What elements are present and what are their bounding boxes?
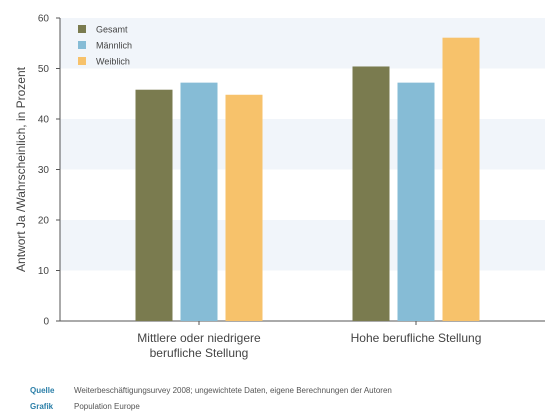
source-row: Quelle Weiterbeschäftigungsurvey 2008; u…	[30, 383, 545, 399]
bar-gesamt-1	[135, 89, 173, 322]
y-tick-label: 0	[43, 317, 49, 328]
source-label: Quelle	[30, 386, 55, 395]
graphic-text: Population Europe	[74, 402, 140, 411]
graphic-label: Grafik	[30, 402, 54, 411]
legend-label-gesamt: Gesamt	[96, 25, 128, 35]
legend-swatch-gesamt	[78, 25, 86, 33]
legend-swatch-mnnlich	[78, 41, 86, 49]
y-tick-label: 40	[38, 115, 50, 126]
bar-chart: 0 10 20 30 40 50 60 Antwort Ja /Wahrscheinlich,…	[14, 14, 545, 360]
x-category-label: Hohe berufliche Stellung	[351, 331, 482, 345]
y-tick-label: 20	[38, 216, 50, 227]
chart-footer: Quelle Weiterbeschäftigungsurvey 2008; u…	[30, 383, 545, 415]
y-tick-label: 10	[38, 266, 50, 277]
x-category-label: Mittlere oder niedrigere berufliche Stell…	[137, 331, 261, 360]
y-tick-label: 30	[38, 165, 50, 176]
bar-weiblich-2	[442, 37, 480, 321]
bar-mnnlich-1	[180, 82, 218, 321]
legend-label-mnnlich: Männlich	[96, 41, 132, 51]
bar-gesamt-2	[352, 66, 390, 321]
y-tick-label: 60	[38, 14, 50, 25]
legend-swatch-weiblich	[78, 57, 86, 65]
legend-label-weiblich: Weiblich	[96, 57, 130, 67]
source-text: Weiterbeschäftigungsurvey 2008; ungewich…	[74, 386, 392, 395]
bar-mnnlich-2	[397, 82, 435, 321]
y-tick-label: 50	[38, 64, 50, 75]
y-axis-label: Antwort Ja /Wahrscheinlich, in Prozent	[14, 66, 28, 272]
graphic-row: Grafik Population Europe	[30, 399, 545, 415]
bar-weiblich-1	[225, 94, 263, 321]
